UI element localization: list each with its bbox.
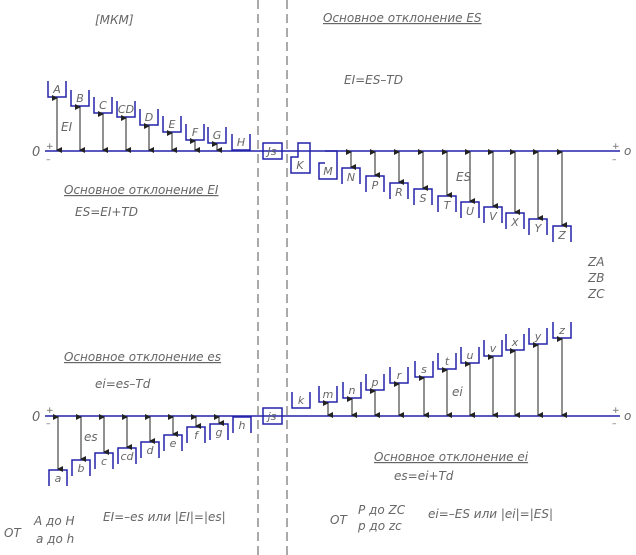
hole-field-Js	[262, 142, 283, 160]
hole-label-E: E	[169, 118, 176, 131]
shaft-label-s: s	[421, 363, 427, 376]
note-rule-left: EI=–es или |EI|=|es|	[103, 510, 226, 524]
hole-label-T: T	[444, 199, 452, 212]
shafts-es-label: es	[84, 430, 98, 444]
note-range-upper-right: P до ZC	[358, 503, 406, 517]
shafts-minus-right: –	[612, 419, 617, 429]
hole-label-M: M	[323, 165, 333, 178]
hole-label-Z: Z	[557, 229, 566, 242]
holes-minus-left: –	[46, 155, 51, 165]
shafts-zero-left: 0	[32, 410, 40, 425]
shaft-label-js: js	[266, 410, 277, 423]
holes-extra-za: ZA	[587, 255, 604, 269]
shafts-zero-right: o	[624, 409, 631, 423]
shaft-label-c: c	[101, 455, 107, 468]
hole-label-A: A	[52, 83, 61, 96]
note-rule-right: ei=–ES или |ei|=|ES|	[428, 507, 553, 521]
note-ot-left: ОТ	[4, 526, 22, 540]
shaft-label-r: r	[397, 369, 403, 382]
hole-label-CD: CD	[118, 103, 134, 116]
hole-field-M	[318, 150, 338, 180]
shafts-minus-left: –	[46, 419, 51, 429]
shaft-label-p: p	[371, 376, 379, 389]
hole-label-V: V	[489, 210, 498, 223]
hole-label-G: G	[213, 129, 222, 142]
hole-label-P: P	[372, 179, 379, 192]
shaft-label-d: d	[147, 444, 155, 457]
hole-label-B: B	[76, 92, 84, 105]
hole-label-Y: Y	[535, 222, 543, 235]
shaft-label-n: n	[349, 384, 356, 397]
hole-field-H	[231, 134, 251, 151]
holes-extra-zc: ZC	[587, 287, 605, 301]
shaft-label-t: t	[445, 355, 450, 368]
hole-label-U: U	[466, 205, 474, 218]
shaft-label-x: x	[511, 336, 519, 349]
shafts-formula-es: es=ei+Td	[394, 469, 454, 483]
shaft-label-f: f	[194, 429, 200, 442]
holes-ei-label: EI	[61, 120, 73, 134]
holes-extra-zb: ZB	[587, 271, 604, 285]
shaft-label-cd: cd	[120, 450, 134, 463]
shafts-heading-es: Основное отклонение es	[64, 350, 221, 364]
shaft-field-h	[232, 416, 252, 433]
holes-plus-left: +	[46, 142, 54, 152]
shaft-label-m: m	[323, 388, 334, 401]
shaft-label-g: g	[216, 426, 223, 439]
hole-label-S: S	[420, 192, 427, 205]
hole-label-H: H	[237, 136, 245, 149]
holes-formula-ei: EI=ES–TD	[344, 73, 403, 87]
holes-plus-right: +	[612, 142, 620, 152]
holes-heading-es: Основное отклонение ES	[323, 11, 482, 25]
hole-label-C: C	[99, 99, 107, 112]
shaft-label-h: h	[239, 419, 246, 432]
shaft-label-v: v	[490, 342, 497, 355]
hole-field-K	[290, 142, 311, 174]
holes-es-label: ES	[456, 170, 472, 184]
shaft-label-e: e	[170, 437, 177, 450]
hole-label-N: N	[347, 171, 355, 184]
holes-zero-right: o	[624, 144, 631, 158]
holes-formula-es: ES=EI+TD	[75, 205, 138, 219]
hole-label-Js: Js	[266, 145, 277, 158]
shaft-field-k	[291, 392, 311, 409]
shaft-label-z: z	[558, 324, 565, 337]
hole-label-K: K	[296, 159, 304, 172]
holes-zero-left: 0	[32, 145, 40, 160]
shaft-label-y: y	[534, 330, 542, 343]
note-range-lower-right: p до zc	[357, 519, 402, 533]
shaft-label-b: b	[78, 462, 85, 475]
shafts-plus-right: +	[612, 406, 620, 416]
hole-label-X: X	[510, 216, 519, 229]
shafts-plus-left: +	[46, 406, 54, 416]
holes-heading-ei: Основное отклонение EI	[64, 183, 219, 197]
shaft-label-u: u	[467, 349, 474, 362]
note-range-lower-left: a до h	[36, 532, 74, 546]
shafts-heading-ei: Основное отклонение ei	[374, 450, 529, 464]
shaft-field-js	[262, 407, 283, 425]
shafts-formula-ei: ei=es–Td	[95, 377, 151, 391]
hole-label-D: D	[145, 111, 153, 124]
note-ot-right: ОТ	[330, 513, 348, 527]
hole-label-R: R	[395, 186, 403, 199]
hole-label-F: F	[192, 126, 199, 139]
note-range-upper-left: A до H	[33, 514, 75, 528]
shaft-label-k: k	[298, 394, 305, 407]
shafts-ei-label: ei	[452, 385, 463, 399]
units-label: [МКМ]	[95, 13, 134, 27]
shaft-label-a: a	[55, 472, 62, 485]
holes-minus-right: –	[612, 155, 617, 165]
